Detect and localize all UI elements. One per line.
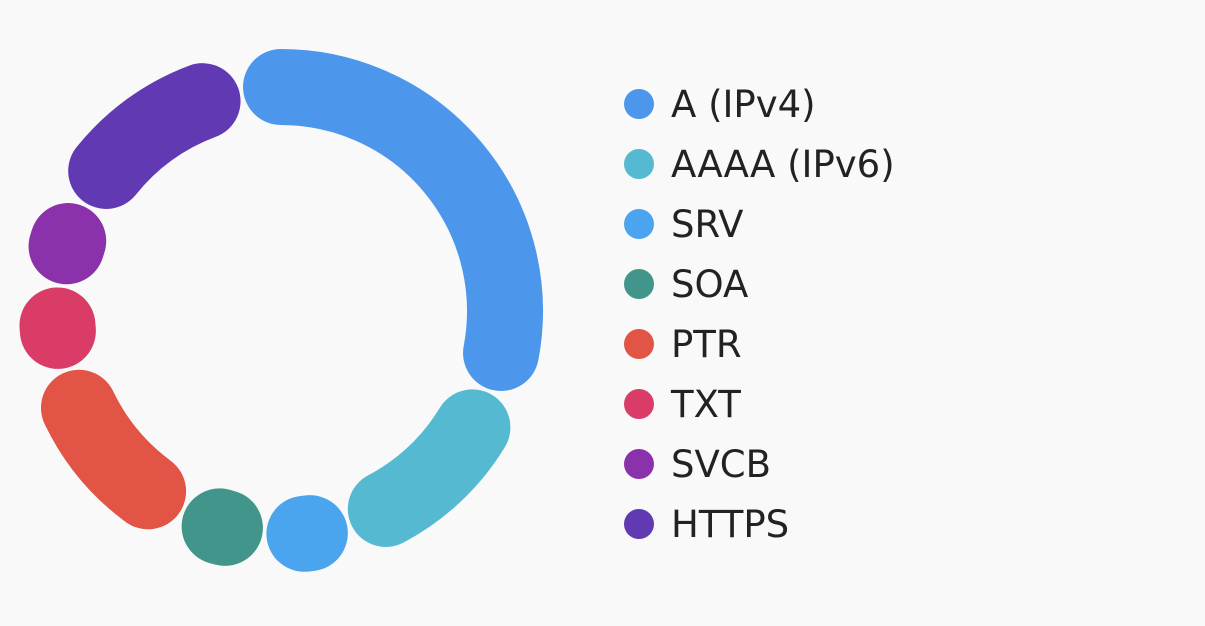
legend-item-txt[interactable]: TXT [624,374,895,434]
legend-label: SOA [671,262,749,306]
slice-a-ipv4[interactable] [243,49,543,391]
slice-ptr[interactable] [40,369,187,530]
legend-swatch [624,269,654,299]
legend-item-srv[interactable]: SRV [624,194,895,254]
slice-https[interactable] [68,63,241,209]
legend-swatch [624,449,654,479]
legend-swatch [624,209,654,239]
legend-label: TXT [671,382,741,426]
chart-legend: A (IPv4) AAAA (IPv6) SRV SOA PTR TXT SVCB HTTPS [624,74,895,554]
slice-svcb[interactable] [28,203,107,285]
slice-srv[interactable] [266,495,348,572]
legend-item-a-ipv4[interactable]: A (IPv4) [624,74,895,134]
legend-label: SRV [671,202,744,246]
legend-label: A (IPv4) [671,82,816,126]
legend-swatch [624,389,654,419]
legend-label: SVCB [671,442,772,486]
slice-soa[interactable] [181,488,263,566]
legend-label: AAAA (IPv6) [671,142,895,186]
legend-swatch [624,329,654,359]
legend-swatch [624,89,654,119]
legend-item-aaaa-ipv6[interactable]: AAAA (IPv6) [624,134,895,194]
legend-label: PTR [671,322,742,366]
donut-slices [19,49,543,572]
legend-item-ptr[interactable]: PTR [624,314,895,374]
slice-aaaa-ipv6[interactable] [347,389,511,547]
legend-item-soa[interactable]: SOA [624,254,895,314]
legend-item-svcb[interactable]: SVCB [624,434,895,494]
donut-chart-svg [19,49,543,572]
donut-chart [0,0,600,626]
legend-swatch [624,149,654,179]
legend-swatch [624,509,654,539]
legend-label: HTTPS [671,502,790,546]
legend-item-https[interactable]: HTTPS [624,494,895,554]
